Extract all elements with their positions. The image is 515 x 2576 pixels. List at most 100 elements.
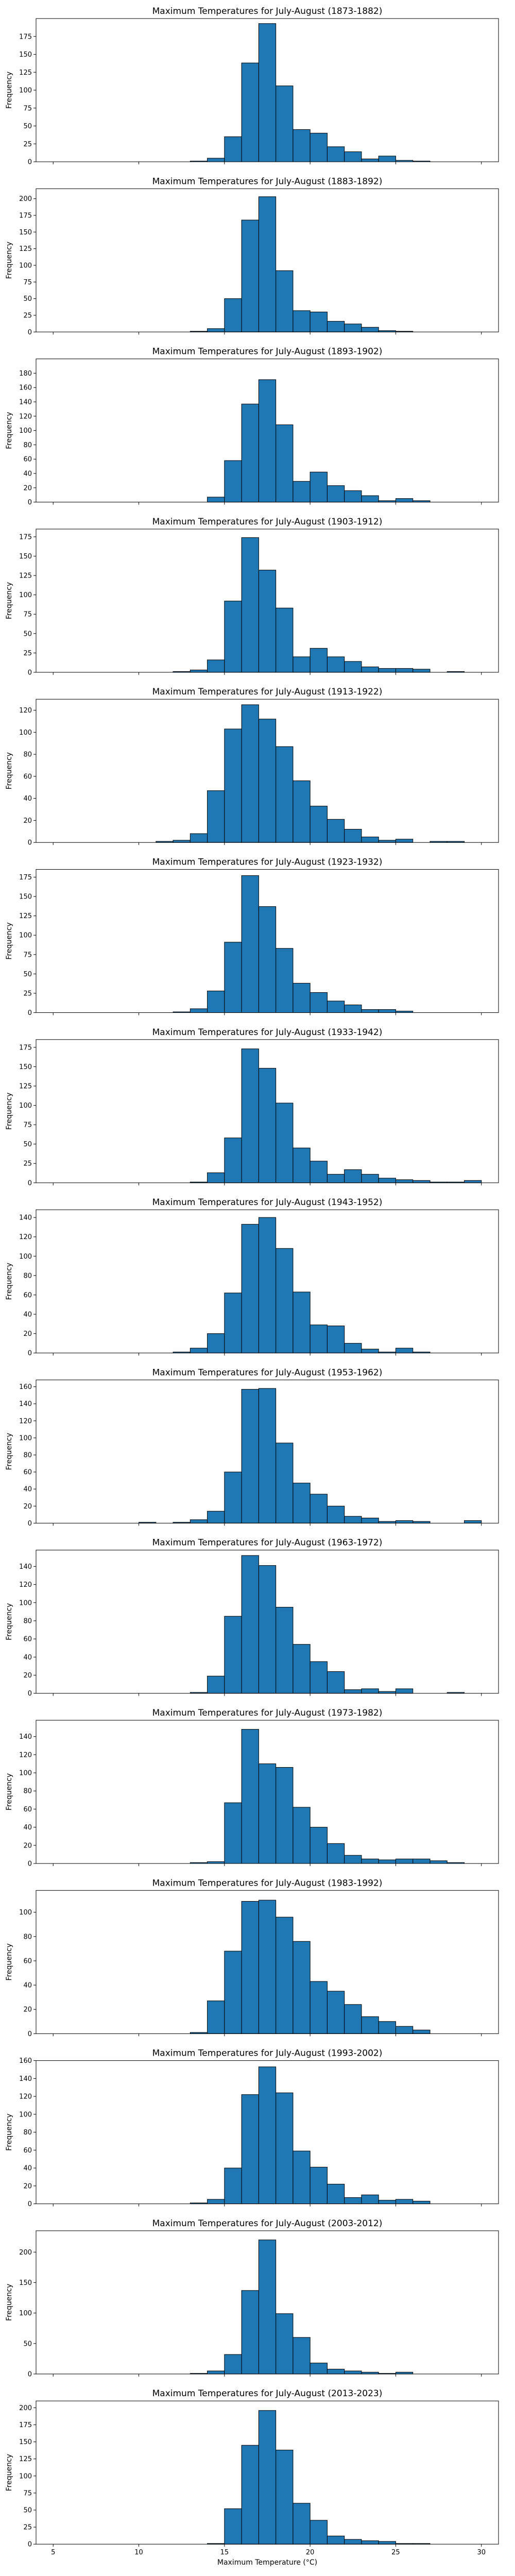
y-tick-label: 40 [23,1654,32,1662]
histogram-bar [293,2337,311,2375]
y-tick-label: 80 [23,1452,32,1460]
y-tick-label: 0 [28,499,32,506]
histogram-bar [224,2354,242,2375]
histogram-bar [293,1807,311,1864]
y-tick-label: 125 [19,572,32,580]
y-axis-label: Frequency [5,72,13,109]
axes-frame [36,2400,499,2545]
histogram-bar [207,1172,225,1183]
y-axis-label: Frequency [5,1603,13,1640]
y-axis-label: Frequency [5,1093,13,1130]
histogram-bar [413,1180,431,1183]
histogram-panel: Maximum Temperatures for July-August (19… [5,1878,499,2038]
histogram-bar [207,497,225,503]
y-tick-label: 0 [28,1520,32,1528]
histogram-bar [327,2535,345,2545]
histogram-bar [293,1483,311,1523]
histogram-bar [190,833,208,843]
y-tick-label: 0 [28,1350,32,1358]
histogram-bar [241,62,259,162]
y-tick-label: 100 [19,2310,32,2317]
y-tick-label: 100 [19,729,32,737]
histogram-bar [344,829,362,843]
histogram-bar [276,270,294,332]
histogram-bar [258,570,277,673]
histogram-bar [310,471,328,503]
y-tick-label: 40 [23,795,32,803]
y-axis-label: Frequency [5,1433,13,1470]
histogram-bar [293,129,311,162]
histogram-bar [276,2450,294,2545]
y-tick-label: 175 [19,533,32,541]
histogram-bar [327,1001,345,1013]
y-axis-label: Frequency [5,242,13,279]
y-tick-label: 0 [28,2541,32,2549]
histogram-bar [207,1861,225,1864]
panel-title: Maximum Temperatures for July-August (19… [152,1708,383,1718]
histogram-bar [241,2290,259,2375]
histogram-bar [276,1917,294,2034]
axes-frame [36,1039,499,1183]
histogram-bar [207,1511,225,1523]
y-tick-label: 60 [23,773,32,781]
histogram-bar [395,2371,414,2375]
histogram-bar [327,1505,345,1523]
panel-title: Maximum Temperatures for July-August (18… [152,6,383,16]
histogram-bar [310,2363,328,2375]
histogram-bar [190,669,208,673]
histogram-bar [344,1169,362,1183]
histogram-bar [378,840,396,843]
panel-title: Maximum Temperatures for July-August (19… [152,1367,383,1378]
y-tick-label: 40 [23,470,32,478]
histogram-bar [241,704,259,843]
histogram-bar [293,1147,311,1183]
histogram-bar [258,1900,277,2034]
y-axis-label: Frequency [5,922,13,959]
panel-title: Maximum Temperatures for July-August (19… [152,517,383,527]
histogram-bar [395,1348,414,1353]
histogram-panel: Maximum Temperatures for July-August (19… [5,687,499,847]
histogram-bar [378,156,396,162]
y-tick-label: 40 [23,1982,32,1990]
y-tick-label: 150 [19,893,32,901]
histogram-bar [276,746,294,843]
y-tick-label: 75 [23,2489,32,2497]
y-tick-label: 80 [23,751,32,759]
y-axis-label: Frequency [5,1263,13,1300]
y-tick-label: 120 [19,1751,32,1759]
histogram-bar [413,2029,431,2034]
axes-frame [36,1890,499,2034]
panel-title: Maximum Temperatures for July-August (19… [152,1027,383,1038]
histogram-bar [413,669,431,673]
histogram-bar [207,328,225,332]
histogram-bar [258,196,277,332]
y-tick-label: 50 [23,2507,32,2515]
histogram-bar [378,668,396,673]
histogram-bar [241,1224,259,1353]
y-tick-label: 100 [19,2472,32,2480]
axes-frame [36,1209,499,1353]
y-tick-label: 20 [23,817,32,825]
y-axis-label: Frequency [5,2113,13,2150]
histogram-bar [310,992,328,1013]
y-tick-label: 200 [19,195,32,203]
histogram-panel: Maximum Temperatures for July-August (18… [5,176,499,336]
y-tick-label: 20 [23,1842,32,1850]
histogram-bar [276,2092,294,2205]
y-tick-label: 140 [19,1214,32,1222]
histogram-bar [241,2094,259,2205]
histogram-bar [293,656,311,673]
histogram-bar [310,2520,328,2545]
histogram-bar [327,2368,345,2375]
histogram-bar [395,839,414,843]
histogram-panel: Maximum Temperatures for July-August (18… [5,347,499,506]
y-tick-label: 100 [19,591,32,599]
histogram-bar [378,2541,396,2545]
panel-title: Maximum Temperatures for July-August (19… [152,1878,383,1888]
histogram-bar [344,1855,362,1864]
y-tick-label: 0 [28,1009,32,1017]
histogram-bar [241,1729,259,1864]
histogram-bar [378,2200,396,2205]
histogram-bar [224,1138,242,1183]
y-tick-label: 120 [19,1233,32,1241]
